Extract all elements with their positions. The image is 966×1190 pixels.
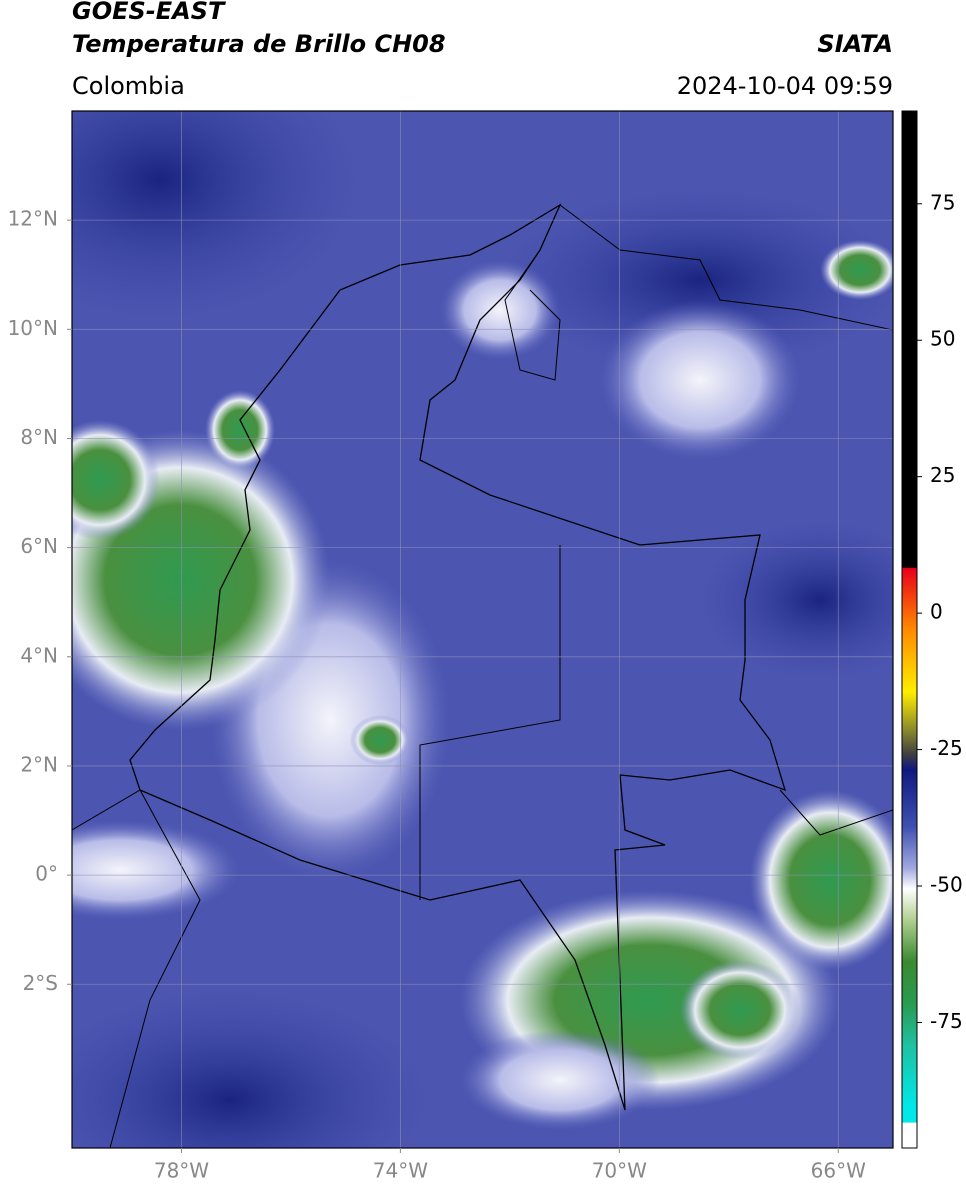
region: Colombia [72,72,185,100]
colorbar-tick-label: 75 [930,190,955,214]
colorbar-tick-label: 50 [930,327,955,351]
source: SIATA [817,30,893,58]
colorbar-tick-label: 0 [930,600,943,624]
x-tick-label: 78°W [154,1159,209,1183]
satellite-image [72,111,893,1148]
colorbar-tick-label: -75 [930,1009,963,1033]
y-tick-label: 2°N [20,752,58,776]
y-tick-label: 4°N [20,643,58,667]
x-tick-label: 74°W [373,1159,428,1183]
subtitle: Temperatura de Brillo CH08 [72,30,446,58]
y-tick-label: 0° [35,862,58,886]
colorbar [901,110,918,1149]
colorbar-tick-label: -25 [930,736,963,760]
title: GOES-EAST [72,0,226,25]
datetime: 2024-10-04 09:59 [677,72,893,100]
y-tick-label: 12°N [8,207,58,231]
y-tick-label: 8°N [20,425,58,449]
y-tick-label: 6°N [20,534,58,558]
y-tick-label: 2°S [23,971,58,995]
colorbar-tick-label: -50 [930,873,963,897]
x-tick-label: 66°W [811,1159,866,1183]
map-frame [71,110,894,1149]
colorbar-tick-label: 25 [930,463,955,487]
y-tick-label: 10°N [8,316,58,340]
x-tick-label: 70°W [592,1159,647,1183]
